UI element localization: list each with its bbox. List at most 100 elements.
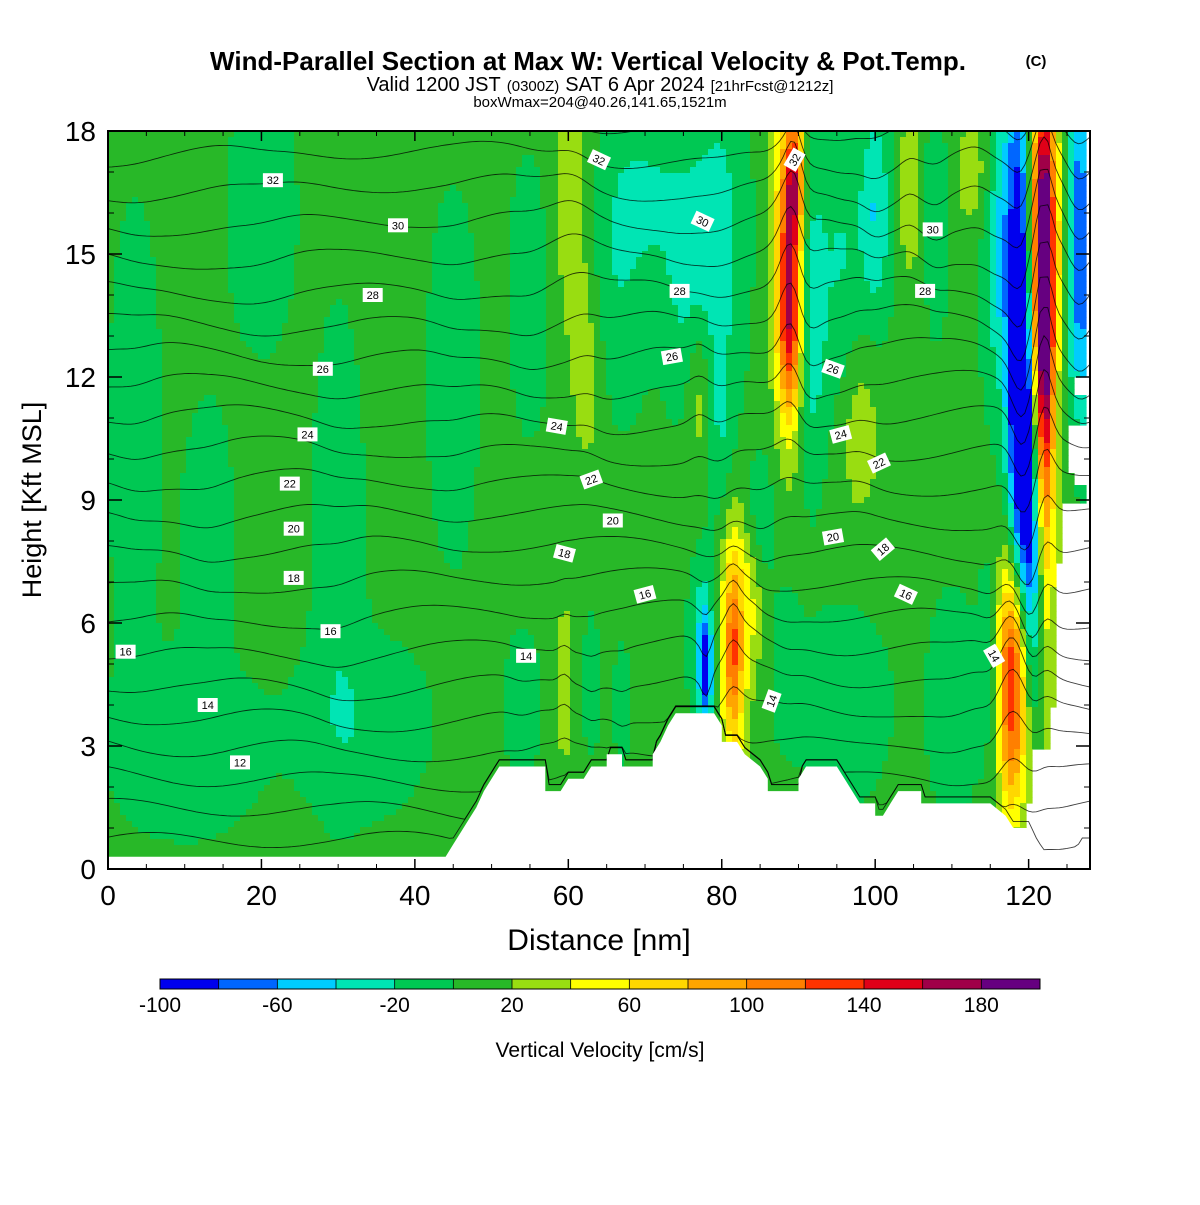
w-cell	[852, 491, 871, 498]
w-cell	[570, 749, 589, 756]
w-cell	[708, 395, 715, 402]
w-cell	[354, 341, 427, 348]
w-cell	[582, 707, 601, 714]
w-cell	[1062, 479, 1075, 486]
w-cell	[1020, 653, 1027, 660]
w-cell	[1032, 383, 1039, 390]
w-cell	[432, 287, 481, 294]
w-cell	[1062, 287, 1069, 294]
w-cell	[732, 329, 751, 336]
w-cell	[1062, 197, 1069, 204]
w-cell	[702, 671, 709, 678]
w-cell	[894, 197, 901, 204]
w-cell	[156, 263, 229, 270]
w-cell	[762, 599, 775, 606]
w-cell	[810, 377, 823, 384]
w-cell	[582, 185, 595, 192]
w-cell	[630, 683, 685, 690]
w-cell	[312, 443, 367, 450]
w-cell	[540, 701, 559, 708]
w-cell	[774, 155, 781, 162]
w-cell	[1026, 167, 1033, 174]
w-cell	[792, 413, 799, 420]
w-cell	[1038, 161, 1051, 168]
w-cell	[696, 401, 703, 408]
w-cell	[726, 353, 751, 360]
w-cell	[612, 395, 643, 402]
w-cell	[1056, 359, 1063, 366]
w-cell	[996, 593, 1003, 600]
w-cell	[852, 407, 877, 414]
w-cell	[978, 305, 991, 312]
w-cell	[1050, 611, 1057, 618]
w-cell	[108, 305, 115, 312]
w-cell	[918, 233, 925, 240]
w-cell	[894, 209, 901, 216]
w-cell	[306, 797, 409, 804]
w-cell	[600, 335, 715, 342]
w-cell	[1050, 599, 1057, 606]
w-cell	[1008, 143, 1021, 150]
w-cell	[108, 503, 163, 510]
w-cell	[336, 671, 343, 678]
w-cell	[804, 365, 811, 372]
w-cell	[570, 617, 589, 624]
w-cell	[228, 221, 301, 228]
w-cell	[696, 695, 703, 702]
w-cell	[546, 365, 571, 372]
w-cell	[774, 275, 781, 282]
w-cell	[714, 647, 721, 654]
w-cell	[228, 203, 301, 210]
w-cell	[600, 713, 613, 720]
w-cell	[1008, 515, 1015, 522]
w-cell	[282, 323, 325, 330]
w-cell	[1032, 491, 1039, 498]
w-cell	[1044, 731, 1051, 738]
w-cell	[990, 317, 1003, 324]
w-cell	[804, 395, 811, 402]
w-cell	[1002, 653, 1009, 660]
w-cell	[1026, 671, 1033, 678]
w-cell	[192, 419, 223, 426]
w-cell	[348, 737, 433, 744]
w-cell	[810, 299, 829, 306]
w-cell	[606, 389, 649, 396]
w-cell	[750, 299, 769, 306]
w-cell	[258, 791, 301, 798]
w-cell	[882, 641, 931, 648]
w-cell	[798, 311, 805, 318]
theta-contour-line	[108, 334, 1090, 418]
w-cell	[1020, 131, 1027, 138]
w-cell	[1044, 557, 1051, 564]
w-cell	[564, 323, 595, 330]
w-cell	[312, 485, 367, 492]
w-cell	[744, 761, 793, 768]
w-cell	[930, 773, 985, 780]
w-cell	[750, 641, 763, 648]
w-cell	[1026, 239, 1033, 246]
w-cell	[1056, 557, 1063, 564]
w-cell	[864, 269, 883, 276]
w-cell	[426, 389, 481, 396]
w-cell	[708, 377, 715, 384]
w-cell	[798, 131, 805, 138]
w-cell	[594, 215, 613, 222]
w-cell	[1044, 581, 1057, 588]
w-cell	[1020, 155, 1027, 162]
w-cell	[612, 233, 733, 240]
w-cell	[996, 695, 1003, 702]
w-cell	[774, 341, 781, 348]
w-cell	[1002, 389, 1009, 396]
w-cell	[1014, 437, 1033, 444]
w-cell	[1002, 581, 1015, 588]
w-cell	[1068, 161, 1075, 168]
w-cell	[432, 497, 475, 504]
w-cell	[726, 149, 751, 156]
w-cell	[1068, 203, 1075, 210]
w-cell	[480, 437, 583, 444]
w-cell	[588, 311, 601, 318]
w-cell	[162, 491, 181, 498]
w-cell	[570, 389, 595, 396]
w-cell	[768, 251, 775, 258]
w-cell	[306, 635, 391, 642]
